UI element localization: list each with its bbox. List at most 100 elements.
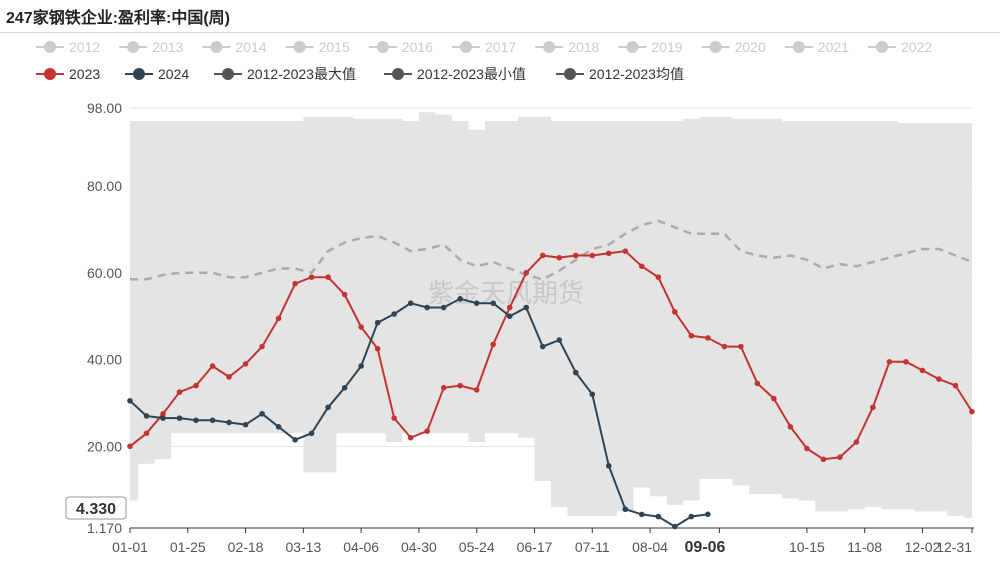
series-2023-point: [308, 274, 315, 280]
axis-pointer: 4.330 09-06: [65, 496, 734, 558]
series-2023-point: [870, 404, 876, 411]
legend-item[interactable]: 2013: [119, 39, 184, 55]
legend-label: 2018: [568, 39, 599, 55]
series-2023-point: [275, 315, 282, 322]
series-2023-point: [391, 415, 397, 421]
series-2023-point: [523, 270, 530, 276]
legend-marker: [127, 41, 140, 53]
series-2024-point: [259, 410, 265, 417]
legend-item[interactable]: 2022: [868, 39, 932, 55]
series-2023-point: [886, 358, 893, 365]
series-2024-point: [127, 397, 133, 404]
legend-label: 2012-2023最大值: [247, 66, 356, 82]
series-2023-point: [969, 408, 975, 415]
legend-item[interactable]: 2019: [618, 39, 683, 55]
series-2023-point: [936, 376, 942, 382]
series: [127, 219, 975, 530]
y-tick-label: 98.00: [87, 100, 122, 116]
series-2024-point: [655, 513, 662, 520]
x-pointer-label-bg: [676, 536, 734, 558]
y-tick-label: 60.00: [87, 265, 122, 281]
series-2023-point: [919, 367, 926, 374]
series-2024-point: [341, 384, 348, 391]
series-2023-point: [259, 343, 265, 350]
legend-marker: [460, 41, 472, 53]
series-2024-point: [308, 430, 315, 437]
series-2024-point: [605, 463, 612, 469]
legend-label: 2024: [158, 66, 189, 82]
legend-label: 2015: [319, 39, 350, 55]
legend-item[interactable]: 2012-2023均值: [556, 66, 684, 82]
x-tick-label: 02-18: [228, 539, 264, 555]
series-2023-point: [539, 252, 546, 259]
legend-item[interactable]: 2020: [701, 39, 766, 55]
series-2024-point: [556, 337, 563, 343]
series-2023-point: [374, 345, 381, 352]
legend-item[interactable]: 2016: [368, 39, 433, 55]
legend-label: 2012: [69, 39, 100, 55]
series-2023-point: [506, 304, 513, 311]
x-tick-label: 01-01: [112, 539, 148, 555]
legend-label: 2012-2023均值: [589, 66, 684, 82]
legend-item[interactable]: 2012-2023最小值: [384, 66, 526, 82]
title-divider: [0, 32, 1000, 33]
series-2023-point: [226, 374, 232, 380]
series-2023-point: [639, 263, 645, 270]
legend-item[interactable]: 2017: [452, 39, 516, 55]
y-tick-label: 20.00: [87, 438, 122, 454]
series-2024-point: [407, 300, 414, 306]
legend-label: 2013: [152, 39, 183, 55]
legend-label: 2021: [818, 39, 849, 55]
legend-item[interactable]: 2024: [125, 66, 189, 82]
legend-item[interactable]: 2012-2023最大值: [214, 66, 356, 82]
series-2024-point: [639, 511, 645, 518]
legend-item[interactable]: 2015: [285, 39, 350, 55]
series-2024-point: [688, 513, 695, 520]
series-2023-point: [556, 254, 563, 261]
legend-label: 2012-2023最小值: [417, 66, 526, 82]
series-2023-point: [176, 389, 183, 395]
series-2023-point: [771, 395, 777, 402]
legend-item[interactable]: 2023: [36, 66, 100, 82]
series-2024-point: [539, 343, 546, 350]
legend-marker: [210, 41, 223, 53]
legend-marker: [626, 41, 639, 53]
series-2023-point: [209, 363, 216, 369]
series-2023-point: [292, 280, 298, 287]
x-tick-label: 01-25: [170, 539, 206, 555]
series-2024-point: [506, 313, 513, 319]
legend-item[interactable]: 2014: [202, 39, 267, 55]
series-2024-point: [589, 391, 596, 398]
x-tick-label: 10-15: [789, 539, 825, 555]
x-tick-label: 12-02: [905, 539, 941, 555]
legend-marker: [709, 41, 722, 53]
legend: 2012 2013 2014 2015 2016 2017 2018 2019 2020 2021…: [36, 39, 932, 82]
legend-label: 2014: [235, 39, 266, 55]
min-max-band: [130, 112, 972, 518]
series-mean: [130, 219, 973, 281]
x-tick-label: 11-08: [847, 539, 882, 555]
series-2023-point: [721, 343, 728, 350]
legend-label: 2020: [735, 39, 766, 55]
series-2023-point: [143, 430, 150, 437]
series-2023-point: [738, 343, 744, 350]
series-2024-point: [705, 511, 711, 518]
series-2023-point: [490, 341, 497, 348]
legend-item[interactable]: 2012: [36, 39, 100, 55]
series-2024-point: [490, 300, 497, 306]
series-2023-point: [903, 358, 909, 365]
series-2023-point: [473, 387, 480, 393]
series-2024-point: [209, 417, 216, 424]
legend-item[interactable]: 2018: [535, 39, 600, 55]
series-2024-point: [473, 300, 480, 306]
legend-item[interactable]: 2021: [784, 39, 849, 55]
y-pointer-label-box: [65, 496, 127, 520]
legend-label: 2023: [69, 66, 100, 82]
legend-marker: [792, 41, 805, 53]
series-2023-point: [820, 456, 827, 463]
series-2023-point: [325, 274, 331, 280]
grid: [130, 107, 972, 447]
series-2023-point: [424, 428, 430, 434]
chart-title: 247家钢铁企业:盈利率:中国(周): [6, 10, 231, 27]
series-2023-point: [837, 454, 843, 460]
